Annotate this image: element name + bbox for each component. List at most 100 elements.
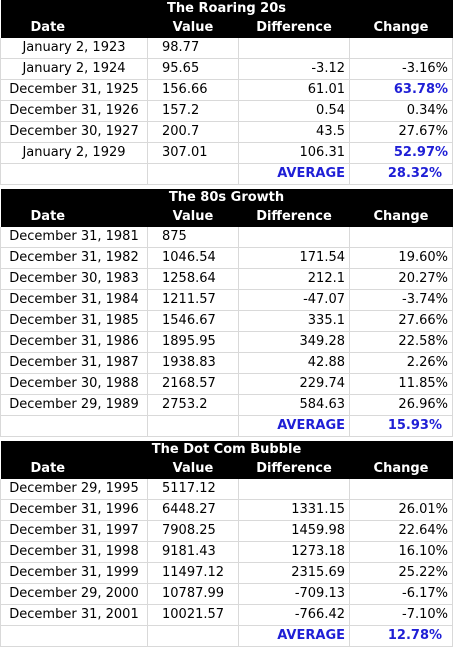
column-header-row: Date Value Difference Change bbox=[0, 18, 453, 38]
section-title-row: The Dot Com Bubble bbox=[0, 441, 453, 459]
table-row: December 30, 1983 1258.64 212.1 20.27% bbox=[0, 268, 453, 290]
column-header-change: Change bbox=[349, 459, 453, 479]
cell-change: 26.01% bbox=[349, 499, 453, 521]
cell-difference: 42.88 bbox=[238, 352, 350, 374]
cell-empty bbox=[147, 415, 239, 437]
column-header-difference: Difference bbox=[238, 207, 350, 227]
column-header-difference: Difference bbox=[238, 459, 350, 479]
cell-difference bbox=[238, 38, 350, 59]
cell-date: December 30, 1988 bbox=[0, 373, 148, 395]
cell-change: 11.85% bbox=[349, 373, 453, 395]
column-header-change: Change bbox=[349, 18, 453, 38]
column-header-value: Value bbox=[147, 207, 239, 227]
cell-difference: 212.1 bbox=[238, 268, 350, 290]
table-row: January 2, 1929 307.01 106.31 52.97% bbox=[0, 142, 453, 164]
cell-date: December 31, 1996 bbox=[0, 499, 148, 521]
table-row: December 31, 1985 1546.67 335.1 27.66% bbox=[0, 310, 453, 332]
section-title: The Roaring 20s bbox=[0, 0, 453, 18]
table-row: December 31, 2001 10021.57 -766.42 -7.10% bbox=[0, 604, 453, 626]
cell-empty bbox=[147, 625, 239, 647]
column-header-difference: Difference bbox=[238, 18, 350, 38]
cell-difference: 1273.18 bbox=[238, 541, 350, 563]
table-row: December 31, 1982 1046.54 171.54 19.60% bbox=[0, 247, 453, 269]
cell-value: 2168.57 bbox=[147, 373, 239, 395]
cell-value: 875 bbox=[147, 227, 239, 248]
cell-value: 95.65 bbox=[147, 58, 239, 80]
cell-date: December 30, 1983 bbox=[0, 268, 148, 290]
table-row: December 31, 1926 157.2 0.54 0.34% bbox=[0, 100, 453, 122]
column-header-date: Date bbox=[0, 207, 148, 227]
average-label: AVERAGE bbox=[238, 163, 350, 185]
section-table: The Dot Com Bubble Date Value Difference Cha… bbox=[0, 441, 453, 647]
cell-date: December 31, 1981 bbox=[0, 227, 148, 248]
cell-empty bbox=[147, 163, 239, 185]
cell-date: January 2, 1929 bbox=[0, 142, 148, 164]
section-title: The 80s Growth bbox=[0, 189, 453, 207]
column-header-row: Date Value Difference Change bbox=[0, 207, 453, 227]
cell-change bbox=[349, 227, 453, 248]
cell-difference: 43.5 bbox=[238, 121, 350, 143]
cell-difference: 171.54 bbox=[238, 247, 350, 269]
cell-date: December 31, 1982 bbox=[0, 247, 148, 269]
cell-date: December 31, 1985 bbox=[0, 310, 148, 332]
cell-change: 26.96% bbox=[349, 394, 453, 416]
cell-change bbox=[349, 38, 453, 59]
section-title-row: The 80s Growth bbox=[0, 189, 453, 207]
table-row: December 29, 1989 2753.2 584.63 26.96% bbox=[0, 394, 453, 416]
column-header-value: Value bbox=[147, 18, 239, 38]
cell-empty bbox=[0, 625, 148, 647]
table-row: December 30, 1927 200.7 43.5 27.67% bbox=[0, 121, 453, 143]
cell-change: 25.22% bbox=[349, 562, 453, 584]
cell-value: 157.2 bbox=[147, 100, 239, 122]
cell-date: December 31, 1987 bbox=[0, 352, 148, 374]
cell-date: December 31, 1986 bbox=[0, 331, 148, 353]
cell-date: December 29, 1989 bbox=[0, 394, 148, 416]
cell-value: 1046.54 bbox=[147, 247, 239, 269]
cell-value: 10787.99 bbox=[147, 583, 239, 605]
cell-change: -7.10% bbox=[349, 604, 453, 626]
cell-date: December 30, 1927 bbox=[0, 121, 148, 143]
table-row: December 31, 1981 875 bbox=[0, 227, 453, 248]
cell-value: 156.66 bbox=[147, 79, 239, 101]
cell-change: 22.64% bbox=[349, 520, 453, 542]
cell-difference: -3.12 bbox=[238, 58, 350, 80]
table-row: December 31, 1998 9181.43 1273.18 16.10% bbox=[0, 541, 453, 563]
cell-difference: 1331.15 bbox=[238, 499, 350, 521]
table-row: December 31, 1986 1895.95 349.28 22.58% bbox=[0, 331, 453, 353]
cell-value: 7908.25 bbox=[147, 520, 239, 542]
cell-difference: 61.01 bbox=[238, 79, 350, 101]
cell-date: December 31, 1997 bbox=[0, 520, 148, 542]
column-header-value: Value bbox=[147, 459, 239, 479]
cell-date: December 31, 1999 bbox=[0, 562, 148, 584]
cell-difference: 2315.69 bbox=[238, 562, 350, 584]
cell-date: December 29, 2000 bbox=[0, 583, 148, 605]
cell-value: 1938.83 bbox=[147, 352, 239, 374]
cell-change: 52.97% bbox=[349, 142, 453, 164]
cell-change bbox=[349, 479, 453, 500]
average-value: 28.32% bbox=[349, 163, 453, 185]
cell-date: December 31, 1984 bbox=[0, 289, 148, 311]
average-label: AVERAGE bbox=[238, 415, 350, 437]
cell-date: December 31, 1926 bbox=[0, 100, 148, 122]
cell-difference: 335.1 bbox=[238, 310, 350, 332]
cell-empty bbox=[0, 163, 148, 185]
column-header-row: Date Value Difference Change bbox=[0, 459, 453, 479]
cell-value: 1895.95 bbox=[147, 331, 239, 353]
cell-change: 0.34% bbox=[349, 100, 453, 122]
column-header-change: Change bbox=[349, 207, 453, 227]
table-row: January 2, 1923 98.77 bbox=[0, 38, 453, 59]
cell-date: December 31, 1998 bbox=[0, 541, 148, 563]
average-value: 12.78% bbox=[349, 625, 453, 647]
cell-change: -3.74% bbox=[349, 289, 453, 311]
table-row: December 29, 1995 5117.12 bbox=[0, 479, 453, 500]
cell-value: 10021.57 bbox=[147, 604, 239, 626]
table-row: December 31, 1996 6448.27 1331.15 26.01% bbox=[0, 499, 453, 521]
average-row: AVERAGE 12.78% bbox=[0, 625, 453, 647]
cell-value: 98.77 bbox=[147, 38, 239, 59]
cell-value: 9181.43 bbox=[147, 541, 239, 563]
cell-change: 27.67% bbox=[349, 121, 453, 143]
cell-difference: 1459.98 bbox=[238, 520, 350, 542]
table-row: December 31, 1987 1938.83 42.88 2.26% bbox=[0, 352, 453, 374]
average-row: AVERAGE 28.32% bbox=[0, 163, 453, 185]
table-row: December 29, 2000 10787.99 -709.13 -6.17% bbox=[0, 583, 453, 605]
